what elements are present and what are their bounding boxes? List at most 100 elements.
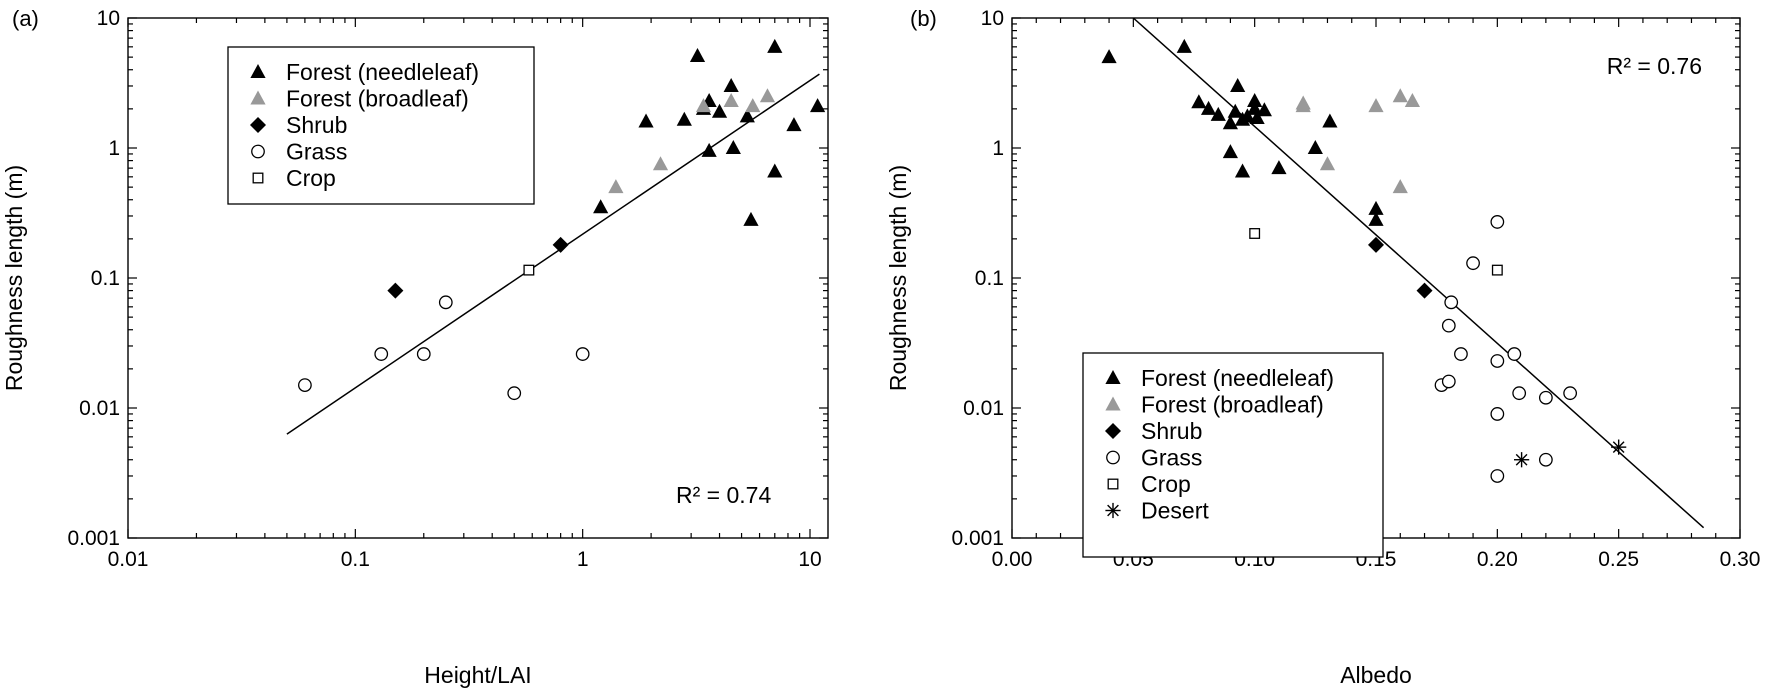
series-grass [298, 295, 590, 401]
asterisk-stroke [1107, 504, 1119, 517]
data-point [1319, 156, 1336, 171]
legend-marker [250, 90, 266, 105]
legend-label: Grass [286, 139, 347, 165]
legend-marker [1105, 502, 1121, 519]
panel-label: (b) [910, 6, 937, 31]
data-point [1392, 88, 1408, 103]
data-point [689, 48, 706, 63]
data-point [1538, 390, 1553, 405]
data-point [374, 347, 389, 361]
y-tick-label: 1 [108, 137, 120, 160]
data-point [1611, 439, 1627, 455]
data-point [1444, 295, 1459, 310]
data-point [1507, 347, 1522, 361]
data-point [638, 113, 654, 128]
x-tick-label: 0.1 [341, 548, 370, 571]
y-tick-label: 1 [992, 137, 1004, 160]
legend-marker [1107, 478, 1119, 490]
x-tick-label: 0.00 [992, 548, 1033, 571]
legend-marker [1105, 396, 1121, 411]
data-point [1239, 108, 1255, 123]
panel-label: (a) [12, 6, 39, 31]
data-point [1368, 98, 1384, 113]
legend-label: Forest (broadleaf) [1141, 392, 1324, 418]
y-tick-label: 0.1 [975, 267, 1004, 290]
data-point [1191, 94, 1207, 109]
legend-marker [252, 172, 264, 184]
data-point [1563, 386, 1578, 401]
data-point [552, 236, 569, 253]
x-tick-label: 10 [798, 548, 821, 571]
series-forest-broadleaf [1295, 88, 1420, 194]
data-point [1295, 98, 1311, 113]
legend-marker [1106, 450, 1120, 465]
data-point [739, 108, 755, 123]
series-crop [523, 264, 535, 276]
data-point [809, 98, 826, 113]
data-point [1441, 374, 1456, 389]
x-tick-label: 0.25 [1598, 548, 1639, 571]
data-point [1490, 354, 1505, 368]
data-point [652, 156, 669, 171]
y-tick-label: 0.001 [67, 527, 120, 550]
legend-label: Forest (broadleaf) [286, 86, 469, 112]
asterisk-stroke [1515, 453, 1528, 466]
series-desert [1514, 439, 1627, 468]
data-point [1416, 282, 1433, 299]
data-point [1322, 113, 1338, 128]
data-point [1222, 115, 1238, 130]
y-tick-label: 0.001 [951, 527, 1004, 550]
data-point [745, 98, 761, 113]
data-point [1490, 407, 1505, 421]
data-point [1247, 92, 1263, 107]
series-shrub [1368, 236, 1433, 299]
data-point [1256, 102, 1272, 117]
asterisk-stroke [1612, 441, 1625, 454]
regression-line [286, 73, 820, 435]
data-point [1454, 347, 1468, 361]
legend-box [1082, 352, 1384, 558]
series-shrub [387, 236, 569, 299]
data-point [1210, 106, 1226, 121]
x-tick-label: 0.01 [108, 548, 149, 571]
data-point [767, 38, 783, 53]
legend-label: Grass [1141, 445, 1202, 471]
data-point [695, 98, 712, 113]
data-point [1176, 38, 1192, 53]
r-squared-annotation: R² = 0.74 [676, 482, 771, 508]
y-axis-title: Roughness length (m) [885, 165, 911, 391]
data-point [786, 117, 802, 132]
data-point [1234, 163, 1251, 178]
r-squared-annotation: R² = 0.76 [1607, 53, 1702, 79]
data-point [523, 264, 535, 276]
series-forest-needleleaf [593, 38, 826, 226]
data-point [1441, 318, 1456, 333]
data-point [1491, 264, 1503, 276]
data-point [1271, 160, 1287, 175]
x-tick-label: 0.20 [1477, 548, 1518, 571]
data-point [608, 179, 624, 194]
data-point [575, 347, 590, 361]
data-point [1222, 144, 1238, 159]
data-point [725, 140, 741, 154]
data-point [507, 386, 522, 401]
data-point [767, 163, 783, 178]
legend-marker [1105, 370, 1121, 384]
data-point [1538, 452, 1553, 467]
data-point [743, 211, 759, 226]
data-point [1200, 100, 1217, 115]
data-point [1392, 179, 1408, 194]
x-axis-title: Height/LAI [424, 662, 531, 688]
tick-marks [127, 17, 828, 539]
series-forest-broadleaf [608, 88, 776, 194]
data-point [1307, 140, 1323, 154]
legend-marker [251, 144, 265, 159]
data-point [1466, 256, 1480, 271]
data-point [1249, 110, 1265, 125]
legend-marker [250, 117, 266, 133]
data-point [723, 92, 739, 107]
data-point [1230, 77, 1246, 92]
data-point [711, 103, 728, 118]
data-point [416, 347, 431, 361]
legend-label: Forest (needleleaf) [1141, 365, 1334, 391]
